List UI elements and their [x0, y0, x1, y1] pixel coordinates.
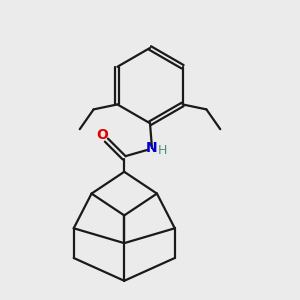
Text: O: O — [97, 128, 108, 142]
Text: N: N — [146, 141, 158, 155]
Text: H: H — [158, 143, 168, 157]
